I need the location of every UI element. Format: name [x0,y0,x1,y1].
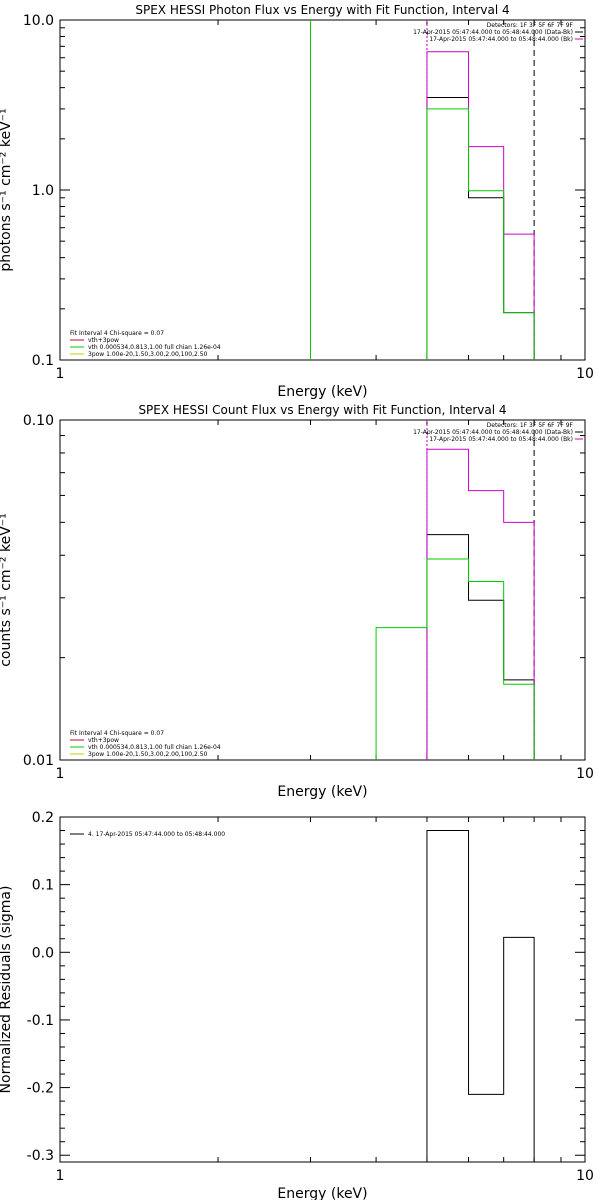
y-tick-label: -0.3 [27,1148,54,1164]
chart-panel-2: SPEX HESSI Count Flux vs Energy with Fit… [0,403,594,800]
header-text: Detectors: 1F 3F 5F 6F 7F 9F [487,22,574,29]
x-tick-label: 1 [56,766,65,782]
plot-data [309,20,535,360]
y-tick-label: 10.0 [23,13,54,29]
x-axis: 1 10 [56,420,594,782]
y-tick-label: 0.10 [23,413,54,429]
legend-text: vth 0.000534,0.813,1.00 full chian 1.26e… [88,744,221,751]
series-histogram [426,448,535,760]
plot-data [375,420,535,760]
header-text: Detectors: 1F 3F 5F 6F 7F 9F [487,422,574,429]
x-axis-label: Energy (keV) [277,1186,367,1200]
series-histogram [426,51,535,360]
x-tick-label: 10 [576,1168,594,1184]
y-tick-label: -0.2 [27,1081,54,1097]
series-histogram [375,558,535,760]
plot-frame [59,19,586,361]
chart-panel-3: 1 10 0.2 0.1 0.0 -0.1 -0.2 -0.3 Energy (keV) Norm… [0,810,594,1202]
x-axis: 1 10 [56,20,594,382]
chart-title: SPEX HESSI Count Flux vs Energy with Fit… [138,403,506,417]
legend-text: Fit Interval 4 Chi-square = 0.07 [70,330,164,337]
series-histogram [426,108,535,360]
header-text: 17-Apr-2015 05:47:44.000 to 05:48:44.000… [429,436,573,443]
plot-data [426,830,535,1162]
y-tick-label: 0.2 [32,810,54,826]
y-tick-label: 1.0 [32,183,54,199]
header-text: 17-Apr-2015 05:47:44.000 to 05:48:44.000… [429,36,573,43]
y-tick-label: 0.01 [23,753,54,769]
y-axis-label: Normalized Residuals (sigma) [0,886,14,1094]
chart-panel-1: SPEX HESSI Photon Flux vs Energy with Fi… [0,3,594,400]
x-axis-label: Energy (keV) [277,384,367,400]
plot-frame [59,816,586,1163]
chart-title: SPEX HESSI Photon Flux vs Energy with Fi… [135,3,509,17]
x-tick-label: 10 [576,766,594,782]
legend-text: 3pow 1.00e-20,1.50,3.00,2.00,100,2.50 [88,351,208,358]
x-axis-label: Energy (keV) [277,784,367,800]
y-tick-label: -0.1 [27,1013,54,1029]
series-histogram [426,97,535,360]
x-tick-label: 10 [576,366,594,382]
x-tick-label: 1 [56,1168,65,1184]
y-axis: 0.2 0.1 0.0 -0.1 -0.2 -0.3 [27,810,585,1164]
series-histogram [426,534,535,760]
x-axis: 1 10 [56,817,594,1184]
y-axis-label: counts s⁻¹ cm⁻² keV⁻¹ [0,513,14,667]
legend-text: Fit Interval 4 Chi-square = 0.07 [70,730,164,737]
header-text: 17-Apr-2015 05:47:44.000 to 05:48:44.000… [413,429,573,436]
legend-text: vth+3pow [88,737,119,744]
y-tick-label: 0.0 [32,945,54,961]
legend-text: vth 0.000534,0.813,1.00 full chian 1.26e… [88,344,221,351]
header-text: 17-Apr-2015 05:47:44.000 to 05:48:44.000… [413,29,573,36]
series-histogram [426,830,535,1162]
x-tick-label: 1 [56,366,65,382]
plot-frame [59,419,586,761]
legend-text: 4. 17-Apr-2015 05:47:44.000 to 05:48:44.… [88,831,225,838]
y-tick-label: 0.1 [32,878,54,894]
legend-text: vth+3pow [88,337,119,344]
y-axis: 0.01 0.10 [23,413,585,769]
y-axis: 0.1 1.0 10.0 [23,13,585,369]
legend-text: 3pow 1.00e-20,1.50,3.00,2.00,100,2.50 [88,751,208,758]
y-tick-label: 0.1 [32,353,54,369]
y-axis-label: photons s⁻¹ cm⁻² keV⁻¹ [0,108,14,271]
